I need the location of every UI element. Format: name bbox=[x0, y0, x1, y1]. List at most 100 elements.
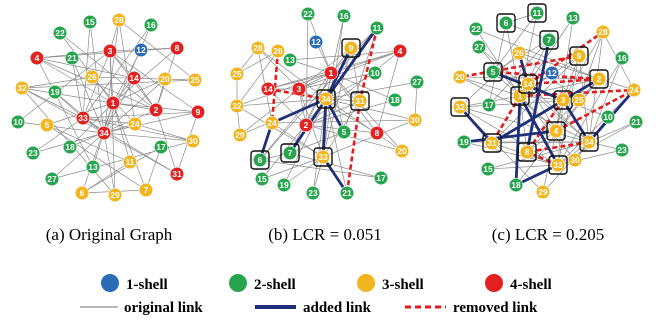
node-6: 6 bbox=[250, 150, 270, 170]
node-label: 4 bbox=[554, 126, 559, 136]
node-21: 21 bbox=[628, 114, 644, 130]
node-circle bbox=[148, 102, 164, 118]
node-8: 8 bbox=[369, 125, 385, 141]
changed-node-box bbox=[518, 74, 538, 94]
added-link bbox=[525, 39, 551, 153]
original-link bbox=[325, 98, 403, 152]
original-link bbox=[289, 152, 382, 179]
node-label: 30 bbox=[188, 136, 198, 146]
original-link bbox=[491, 141, 590, 144]
original-link bbox=[298, 72, 376, 90]
node-label: 5 bbox=[491, 67, 496, 77]
node-circle bbox=[508, 177, 524, 193]
original-link bbox=[463, 141, 559, 166]
node-label: 21 bbox=[631, 117, 641, 127]
original-link bbox=[103, 132, 116, 196]
node-circle bbox=[511, 45, 527, 61]
node-label: 20 bbox=[455, 72, 465, 82]
node-label: 12 bbox=[547, 68, 557, 78]
node-circle bbox=[153, 139, 169, 155]
node-circle bbox=[535, 184, 551, 200]
node-circle bbox=[107, 187, 123, 203]
node-circle bbox=[484, 135, 500, 151]
node-circle bbox=[39, 117, 55, 133]
node-label: 33 bbox=[318, 152, 328, 162]
node-label: 14 bbox=[129, 73, 139, 83]
node-16: 16 bbox=[336, 8, 352, 24]
node-3: 3 bbox=[102, 43, 118, 59]
original-link bbox=[557, 57, 623, 166]
original-link bbox=[103, 132, 178, 175]
node-circle bbox=[111, 12, 127, 28]
legend-removed-link-label: removed link bbox=[453, 300, 538, 316]
panel-lcr-0205: 1234567891011121314151617181920212223242… bbox=[450, 3, 644, 200]
original-link bbox=[322, 119, 416, 158]
node-12: 12 bbox=[308, 34, 324, 50]
node-label: 2 bbox=[154, 105, 159, 115]
node-label: 27 bbox=[474, 42, 484, 52]
node-label: 27 bbox=[47, 174, 57, 184]
node-label: 34 bbox=[321, 94, 331, 104]
original-link bbox=[51, 132, 105, 180]
original-link bbox=[82, 21, 91, 119]
node-circle bbox=[591, 71, 607, 87]
node-29: 29 bbox=[535, 184, 551, 200]
node-4: 4 bbox=[29, 50, 45, 66]
node-16: 16 bbox=[614, 50, 630, 66]
node-1: 1 bbox=[105, 95, 121, 111]
legend-original-link-label: original link bbox=[124, 300, 203, 316]
node-circle bbox=[339, 185, 355, 201]
node-27: 27 bbox=[409, 74, 425, 90]
node-circle bbox=[232, 127, 248, 143]
node-7: 7 bbox=[138, 182, 154, 198]
node-circle bbox=[126, 70, 142, 86]
original-link bbox=[17, 50, 111, 123]
original-link bbox=[259, 72, 332, 161]
node-34: 34 bbox=[96, 125, 112, 141]
original-link bbox=[283, 156, 324, 186]
node-circle bbox=[471, 39, 487, 55]
node-circle bbox=[64, 50, 80, 66]
original-link bbox=[488, 22, 507, 106]
changed-node-box bbox=[517, 142, 537, 162]
original-link bbox=[505, 22, 521, 97]
node-9: 9 bbox=[341, 38, 361, 58]
node-circle bbox=[369, 125, 385, 141]
node-5: 5 bbox=[39, 117, 55, 133]
added-link bbox=[561, 99, 591, 143]
node-circle bbox=[409, 74, 425, 90]
node-6: 6 bbox=[496, 13, 516, 33]
node-25: 25 bbox=[571, 92, 587, 108]
node-label: 15 bbox=[85, 17, 95, 27]
node-circle bbox=[600, 109, 616, 125]
node-label: 33 bbox=[553, 160, 563, 170]
node-circle bbox=[367, 65, 383, 81]
node-circle bbox=[96, 125, 112, 141]
node-31: 31 bbox=[482, 133, 502, 153]
node-label: 2 bbox=[597, 74, 602, 84]
node-10: 10 bbox=[367, 65, 383, 81]
original-link bbox=[562, 99, 609, 118]
removed-link bbox=[527, 30, 604, 86]
node-label: 24 bbox=[130, 119, 140, 129]
node-16: 16 bbox=[143, 17, 159, 33]
panel-lcr-0051: 1234567891011121314151617181920212223242… bbox=[229, 6, 425, 201]
node-circle bbox=[25, 145, 41, 161]
node-label: 12 bbox=[311, 37, 321, 47]
node-30: 30 bbox=[185, 133, 201, 149]
node-label: 26 bbox=[87, 72, 97, 82]
node-2: 2 bbox=[589, 69, 609, 89]
node-28: 28 bbox=[111, 12, 127, 28]
node-7: 7 bbox=[539, 30, 559, 50]
node-circle bbox=[323, 65, 339, 81]
original-link bbox=[491, 55, 580, 144]
node-label: 24 bbox=[629, 85, 639, 95]
node-8: 8 bbox=[517, 142, 537, 162]
node-label: 3 bbox=[297, 84, 302, 94]
node-10: 10 bbox=[10, 114, 26, 130]
added-link bbox=[514, 95, 522, 186]
legend-shell1-label: 1-shell bbox=[126, 277, 168, 293]
node-33: 33 bbox=[75, 110, 91, 126]
original-link bbox=[145, 146, 162, 191]
node-label: 19 bbox=[459, 137, 469, 147]
